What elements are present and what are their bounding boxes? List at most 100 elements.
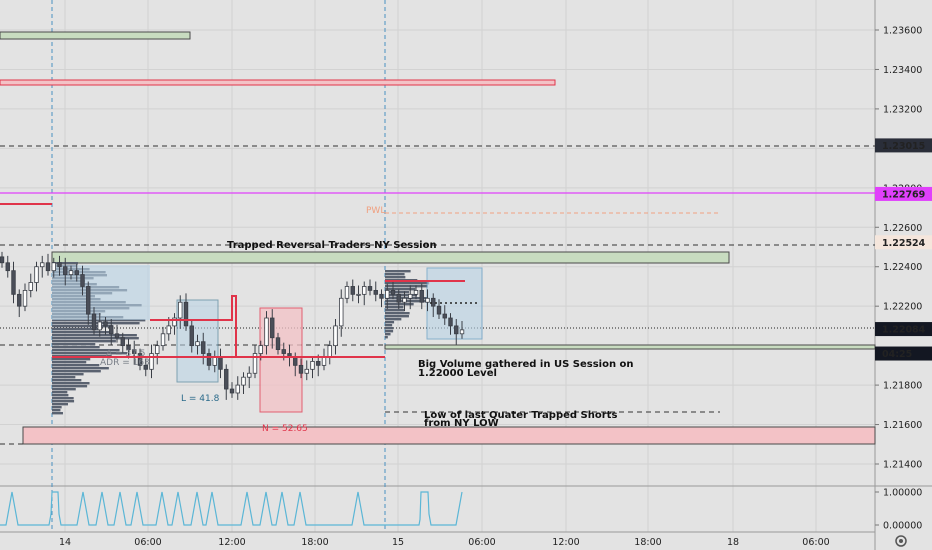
x-tick-label: 14 bbox=[59, 537, 71, 548]
candle-body bbox=[436, 305, 442, 315]
candle-body bbox=[442, 313, 447, 319]
volume-profile-bar bbox=[52, 328, 99, 331]
candle-body bbox=[80, 274, 85, 287]
volume-profile-bar bbox=[52, 376, 76, 379]
candle-body bbox=[454, 325, 459, 335]
candle-body bbox=[350, 286, 355, 295]
candle-body bbox=[419, 289, 424, 303]
candle-body bbox=[17, 293, 22, 307]
candle-body bbox=[321, 357, 327, 366]
volume-profile-bar bbox=[52, 388, 76, 391]
candle-body bbox=[22, 289, 28, 307]
candle-body bbox=[212, 357, 217, 366]
candle-body bbox=[97, 321, 102, 331]
time-axis[interactable]: 14 06:00 12:00 18:00 15 06:00 12:00 18:00 18 06:0… bbox=[59, 537, 830, 548]
x-tick-label: 18:00 bbox=[634, 537, 661, 548]
candle-body bbox=[241, 376, 246, 386]
volume-profile-bar bbox=[52, 370, 101, 373]
l-range-label: L = 41.8 bbox=[181, 394, 220, 404]
price-badge-label: 1.22769 bbox=[882, 189, 925, 200]
candle-body bbox=[356, 293, 361, 296]
candle-body bbox=[68, 270, 74, 276]
indicator-tick-label: 0.00000 bbox=[883, 521, 922, 532]
price-badge bbox=[875, 322, 932, 337]
y-tick-label: 1.21800 bbox=[883, 381, 922, 392]
volume-profile-bar bbox=[52, 391, 68, 394]
annotation-trapped-reversal: Trapped Reversal Traders NY Session bbox=[227, 240, 437, 251]
candle-body bbox=[344, 286, 350, 299]
volume-profile-bar bbox=[52, 340, 116, 343]
volume-profile-bar bbox=[52, 406, 62, 409]
candle-body bbox=[224, 368, 229, 390]
volume-profile-bar bbox=[385, 309, 405, 312]
price-badge bbox=[875, 138, 932, 153]
x-tick-label: 06:00 bbox=[134, 537, 161, 548]
candle-body bbox=[91, 313, 97, 331]
candle-body bbox=[40, 262, 45, 268]
volume-profile-bar bbox=[52, 382, 90, 385]
profile-value-area-1 bbox=[52, 265, 150, 320]
candle-body bbox=[0, 256, 5, 264]
y-tick-label: 1.21600 bbox=[883, 420, 922, 431]
volume-profile-bar bbox=[52, 385, 88, 388]
green-zone-top[interactable] bbox=[0, 31, 191, 40]
volume-profile-bar bbox=[52, 352, 128, 355]
volume-profile-bar bbox=[385, 324, 393, 327]
red-zone-upper[interactable] bbox=[0, 79, 556, 86]
candle-body bbox=[316, 361, 321, 366]
volume-profile-bar bbox=[52, 337, 139, 340]
candle-body bbox=[143, 364, 148, 370]
indicator-tick-label: 1.00000 bbox=[883, 488, 922, 499]
price-badge bbox=[875, 235, 932, 250]
green-zone-lower[interactable] bbox=[384, 344, 876, 350]
price-badge bbox=[875, 346, 932, 361]
y-tick-label: 1.22200 bbox=[883, 302, 922, 313]
candle-body bbox=[120, 337, 125, 347]
annotation-big-volume-1: Big Volume gathered in US Session on bbox=[418, 359, 634, 370]
candle-body bbox=[229, 388, 235, 394]
settings-gear-icon[interactable] bbox=[895, 535, 907, 547]
volume-profile-bar bbox=[52, 319, 146, 322]
candle-body bbox=[281, 349, 286, 354]
candle-body bbox=[373, 289, 378, 295]
candle-body bbox=[155, 345, 160, 354]
volume-profile-bar bbox=[52, 367, 109, 370]
volume-profile-bar bbox=[52, 379, 82, 382]
candle-body bbox=[86, 286, 91, 315]
candle-body bbox=[11, 270, 16, 295]
candle-body bbox=[293, 357, 298, 366]
volume-profile-bar bbox=[52, 400, 75, 403]
volume-profile-bar bbox=[52, 373, 84, 376]
annotation-big-volume-2: 1.22000 Level bbox=[418, 368, 497, 379]
price-badge-label: 1.23015 bbox=[882, 141, 925, 152]
x-tick-label: 18:00 bbox=[301, 537, 328, 548]
volume-profile-bar bbox=[52, 349, 120, 352]
candle-body bbox=[304, 368, 309, 374]
candle-body bbox=[109, 325, 114, 335]
volume-profile-bar bbox=[52, 346, 100, 349]
volume-profile-bar bbox=[385, 282, 430, 285]
candle-body bbox=[126, 345, 131, 350]
price-badge bbox=[875, 186, 932, 201]
volume-profile-bar bbox=[385, 327, 394, 330]
green-zone-trapped[interactable] bbox=[51, 251, 730, 264]
candle-body bbox=[28, 282, 33, 291]
candle-body bbox=[235, 384, 240, 394]
volume-profile-bar bbox=[52, 394, 69, 397]
volume-profile-bar bbox=[385, 294, 418, 297]
candle-body bbox=[206, 353, 212, 366]
candle-body bbox=[172, 317, 177, 327]
volume-profile-bar bbox=[52, 325, 114, 328]
candle-body bbox=[74, 270, 79, 276]
volume-profile-bar bbox=[52, 331, 114, 334]
indicator-series bbox=[0, 491, 463, 526]
adr-label: ADR = 163 bbox=[100, 358, 150, 368]
candle-body bbox=[57, 262, 62, 268]
candle-body bbox=[34, 266, 39, 283]
red-zone-lower[interactable] bbox=[22, 426, 876, 445]
candle-body bbox=[367, 286, 373, 291]
y-tick-label: 1.23600 bbox=[883, 26, 922, 37]
a-label: A = 37.5 bbox=[106, 349, 145, 359]
